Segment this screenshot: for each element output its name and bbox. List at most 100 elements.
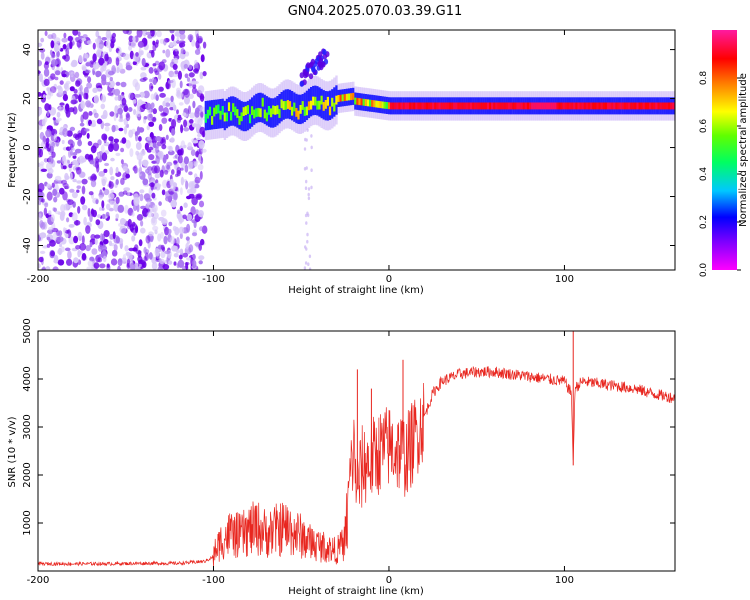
ridge-core bbox=[354, 97, 357, 105]
ridge-core bbox=[512, 102, 515, 110]
ridge-band bbox=[265, 96, 269, 126]
x-tick-label: -200 bbox=[27, 575, 50, 586]
noise-blob bbox=[303, 266, 307, 270]
noise-blob bbox=[87, 260, 94, 267]
noise-blob bbox=[89, 160, 95, 165]
noise-blob bbox=[53, 207, 57, 213]
noise-blob bbox=[142, 77, 148, 81]
ridge-core bbox=[571, 102, 574, 110]
noise-blob bbox=[85, 245, 91, 252]
noise-blob bbox=[39, 161, 45, 166]
noise-blob bbox=[101, 37, 107, 41]
noise-blob bbox=[136, 214, 144, 221]
noise-blob bbox=[38, 70, 41, 74]
noise-blob bbox=[117, 204, 125, 213]
noise-blob bbox=[199, 93, 205, 102]
ridge-core bbox=[362, 98, 365, 106]
noise-blob bbox=[62, 191, 68, 201]
ridge-core bbox=[472, 102, 475, 110]
branch-blob bbox=[310, 58, 316, 65]
noise-blob bbox=[180, 187, 183, 196]
noise-blob bbox=[151, 262, 158, 270]
noise-blob bbox=[115, 179, 119, 185]
noise-blob bbox=[109, 76, 114, 82]
ridge-core bbox=[430, 102, 433, 110]
noise-blob bbox=[172, 63, 178, 70]
noise-blob bbox=[186, 77, 191, 82]
noise-blob bbox=[143, 116, 148, 120]
snr-axis-ticks: -200 -100 0 100 1000 2000 3000 4000 5000 bbox=[22, 318, 675, 586]
noise-blob bbox=[186, 257, 192, 261]
y-tick-label: -40 bbox=[22, 237, 33, 253]
noise-blob bbox=[83, 58, 88, 62]
noise-blob bbox=[45, 129, 52, 138]
noise-blob bbox=[175, 173, 179, 178]
noise-blob bbox=[57, 236, 64, 243]
branch-blob bbox=[317, 61, 322, 67]
noise-blob bbox=[123, 105, 129, 112]
noise-blob bbox=[74, 148, 82, 154]
noise-blob bbox=[123, 125, 128, 135]
noise-blob bbox=[146, 201, 151, 206]
colorbar-tick-label: 0.0 bbox=[699, 263, 709, 278]
noise-blob bbox=[151, 165, 158, 174]
ridge-core bbox=[476, 102, 479, 110]
noise-blob bbox=[118, 191, 125, 197]
ridge-core bbox=[381, 101, 384, 109]
noise-blob bbox=[167, 80, 171, 84]
noise-blob bbox=[101, 133, 108, 141]
ridge-core bbox=[343, 94, 346, 101]
noise-blob bbox=[158, 61, 166, 71]
noise-blob bbox=[59, 80, 64, 85]
noise-blob bbox=[115, 57, 120, 66]
noise-blob bbox=[57, 259, 65, 266]
noise-blob bbox=[93, 95, 100, 104]
noise-blob bbox=[62, 94, 68, 102]
noise-blob bbox=[199, 170, 203, 180]
noise-blob bbox=[53, 133, 58, 141]
noise-blob bbox=[96, 49, 102, 58]
noise-blob bbox=[134, 225, 139, 234]
snr-ylabel: SNR (10 * v/v) bbox=[7, 416, 18, 487]
noise-blob bbox=[53, 196, 58, 203]
ridge-core bbox=[206, 109, 209, 119]
noise-blob bbox=[168, 228, 172, 235]
noise-blob bbox=[122, 254, 127, 262]
noise-blob bbox=[169, 30, 175, 34]
noise-blob bbox=[44, 103, 50, 112]
noise-blob bbox=[179, 30, 186, 35]
colorbar: 0.0 0.2 0.4 0.6 0.8 Normalized spectral ampl… bbox=[699, 30, 749, 277]
ridge-core bbox=[242, 107, 245, 116]
y-tick-label: 1000 bbox=[22, 510, 33, 535]
ridge-core bbox=[303, 107, 306, 116]
noise-blob bbox=[120, 147, 125, 153]
noise-blob bbox=[152, 63, 157, 67]
noise-blob bbox=[141, 58, 146, 67]
noise-blob bbox=[177, 70, 182, 80]
ridge-core bbox=[562, 102, 565, 110]
spectrogram-marks bbox=[38, 30, 675, 270]
noise-blob bbox=[179, 80, 183, 89]
noise-blob bbox=[67, 35, 74, 42]
ridge-core bbox=[461, 102, 464, 110]
noise-blob bbox=[158, 124, 163, 131]
noise-blob bbox=[162, 264, 170, 270]
noise-blob bbox=[63, 227, 66, 233]
ridge-core bbox=[255, 108, 258, 118]
noise-blob bbox=[145, 31, 152, 36]
noise-blob bbox=[70, 172, 73, 180]
noise-blob bbox=[128, 92, 134, 101]
noise-blob bbox=[143, 246, 147, 254]
noise-blob bbox=[117, 107, 123, 115]
noise-blob bbox=[201, 148, 207, 153]
noise-blob bbox=[179, 232, 183, 239]
ridge-core bbox=[632, 102, 635, 110]
noise-blob bbox=[80, 196, 86, 205]
noise-blob bbox=[110, 157, 115, 162]
ridge-core bbox=[516, 102, 519, 110]
noise-blob bbox=[39, 232, 47, 239]
snr-xlabel: Height of straight line (km) bbox=[288, 586, 424, 597]
noise-blob bbox=[68, 163, 73, 168]
